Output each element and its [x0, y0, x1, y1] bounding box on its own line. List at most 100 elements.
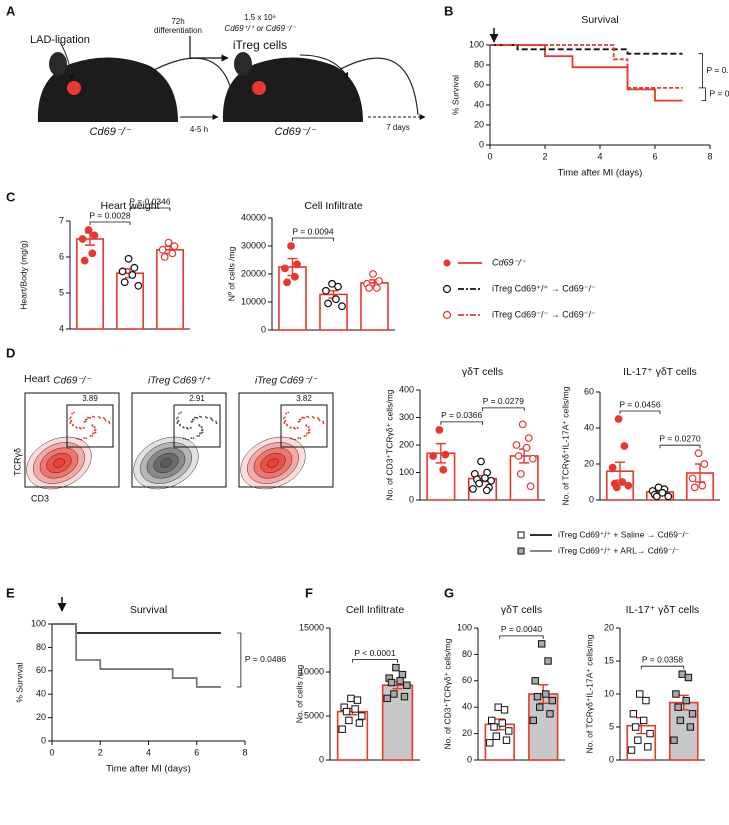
p-value: P < 0.0001: [354, 648, 395, 658]
data-point: [625, 482, 632, 489]
data-point: [615, 416, 622, 423]
flow-plot-title: iTreg Cd69⁺/⁺: [148, 376, 211, 387]
panel-letter: A: [6, 3, 16, 18]
y-tick-label: 40: [36, 689, 46, 699]
p-value: P = 0.0279: [483, 396, 524, 406]
chart-title: Survival: [130, 604, 167, 616]
data-point: [549, 697, 555, 703]
flow-event: [85, 421, 87, 423]
y-axis-label: No. of TCRγδ⁺IL-17A⁺ cells/mg: [584, 634, 594, 753]
flow-event: [313, 417, 315, 419]
p-value: P = 0.0486: [245, 654, 286, 664]
data-point: [440, 466, 447, 473]
y-tick-label: 60: [474, 79, 484, 89]
label: differentiation: [154, 26, 202, 35]
data-point: [523, 444, 530, 451]
y-axis-label: No. of TCRγδ⁺IL-17A⁺ cells/mg: [560, 386, 570, 505]
chart-title: γδT cells: [462, 366, 503, 378]
data-point: [689, 711, 695, 717]
chart-title: Cell Infiltrate: [304, 200, 363, 212]
legend-label: iTreg Cd69⁺/⁺ → Cd69⁻/⁻: [492, 283, 596, 293]
data-point: [384, 695, 390, 701]
flow-event: [93, 416, 95, 418]
data-point: [609, 464, 616, 471]
y-tick-label: 200: [399, 439, 414, 449]
y-tick-label: 20000: [241, 268, 266, 278]
data-point: [488, 717, 494, 723]
data-point: [161, 254, 168, 261]
flow-event: [75, 426, 77, 428]
chart-title: γδT cells: [501, 604, 542, 616]
flow-event: [72, 424, 74, 426]
data-point: [333, 296, 340, 303]
legend: iTreg Cd69⁺/⁺ + Saline → Cd69⁻/⁻ iTreg C…: [518, 529, 690, 555]
p-value: P = 0.0094: [292, 226, 333, 236]
flow-event: [108, 421, 110, 423]
flow-event: [308, 427, 310, 429]
flow-event: [297, 427, 299, 429]
data-point: [131, 265, 138, 272]
flow-event: [92, 433, 94, 435]
flow-event: [178, 420, 180, 422]
heart: [252, 81, 266, 95]
legend-marker: [444, 286, 451, 293]
schematic: LAD-ligation 72h differentiation 1.5 x 1…: [30, 13, 425, 138]
flow-event: [86, 419, 88, 421]
flow-event: [182, 426, 184, 428]
data-point: [488, 477, 495, 484]
significance-bracket: [237, 633, 241, 687]
flow-event: [299, 421, 301, 423]
y-tick-label: 0: [467, 754, 472, 764]
data-point: [499, 720, 505, 726]
data-point: [470, 486, 477, 493]
label: 7 days: [386, 123, 410, 132]
x-tick-label: 8: [707, 151, 712, 161]
data-point: [339, 726, 345, 732]
flow-event: [86, 437, 88, 439]
significance-bracket: [353, 660, 398, 663]
data-point: [376, 278, 383, 285]
flow-event: [94, 427, 96, 429]
flow-event: [70, 416, 72, 418]
data-point: [545, 658, 551, 664]
data-point: [399, 671, 405, 677]
flow-event: [198, 435, 200, 437]
label: 4-5 h: [190, 125, 208, 134]
y-tick-label: 0: [479, 139, 484, 149]
y-axis-label: Nº of cells /mg: [226, 246, 236, 301]
chart-title: IL-17⁺ γδT cells: [626, 604, 700, 616]
data-point: [352, 706, 358, 712]
data-point: [388, 679, 394, 685]
flow-event: [303, 435, 305, 437]
legend-label: iTreg Cd69⁺/⁺ + ARL→ Cd69⁻/⁻: [558, 545, 680, 555]
flow-event: [285, 420, 287, 422]
data-point: [391, 691, 397, 697]
x-tick-label: 4: [597, 151, 602, 161]
y-tick-label: 60: [584, 386, 594, 396]
flow-event: [284, 416, 286, 418]
p-value: P = 0.0028: [89, 210, 130, 220]
flow-event: [286, 424, 288, 426]
data-point: [645, 744, 651, 750]
data-point: [370, 271, 377, 278]
data-point: [483, 487, 490, 494]
flow-event: [71, 413, 73, 415]
flow-title: Heart: [24, 373, 50, 385]
flow-event: [196, 435, 198, 437]
data-point: [547, 711, 553, 717]
data-point: [325, 300, 332, 307]
flow-event: [109, 422, 111, 424]
data-point: [673, 691, 679, 697]
flow-event: [215, 421, 217, 423]
data-point: [493, 733, 499, 739]
flow-event: [306, 433, 308, 435]
flow-event: [305, 435, 307, 437]
flow-event: [73, 412, 75, 414]
legend: Cd69⁻/⁻ iTreg Cd69⁺/⁺ → Cd69⁻/⁻ iTreg Cd…: [444, 257, 596, 319]
flow-event: [197, 417, 199, 419]
flow-gate-value: 2.91: [189, 394, 205, 403]
data-point: [613, 484, 620, 491]
y-axis-label: No. of cells /mg: [294, 664, 304, 723]
data-point: [91, 232, 98, 239]
flow-event: [319, 420, 321, 422]
